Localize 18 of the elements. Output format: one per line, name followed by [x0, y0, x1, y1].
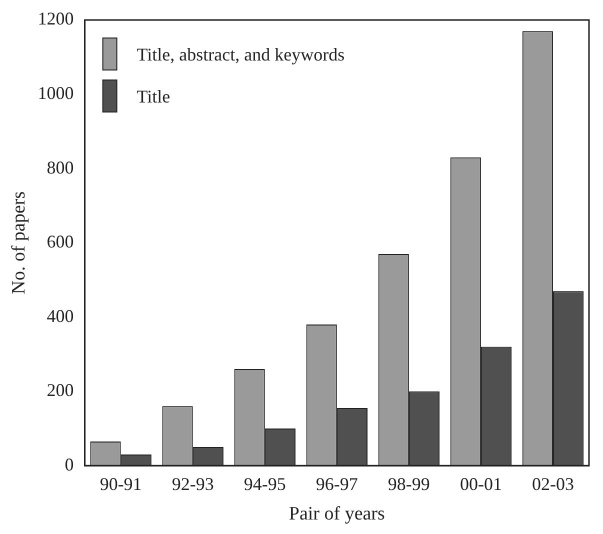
x-tick-label: 02-03: [532, 474, 574, 494]
x-tick-label: 90-91: [100, 474, 142, 494]
legend-label: Title: [136, 86, 170, 107]
y-tick-label: 600: [46, 232, 74, 252]
y-tick-label: 0: [64, 454, 74, 474]
x-tick-label: 00-01: [460, 474, 502, 494]
y-axis-title: No. of papers: [8, 191, 30, 294]
y-tick-label: 400: [46, 306, 74, 326]
legend-label: Title, abstract, and keywords: [136, 44, 345, 65]
y-tick-label: 800: [46, 157, 74, 178]
x-tick-label: 92-93: [172, 474, 214, 494]
x-tick-label: 98-99: [388, 474, 430, 494]
x-tick-label: 94-95: [244, 474, 286, 494]
x-tick-label: 96-97: [316, 474, 358, 494]
x-axis-title: Pair of years: [288, 504, 385, 525]
y-tick-label: 1000: [38, 83, 74, 103]
y-tick-label: 1200: [38, 8, 74, 29]
y-tick-label: 200: [46, 380, 74, 400]
